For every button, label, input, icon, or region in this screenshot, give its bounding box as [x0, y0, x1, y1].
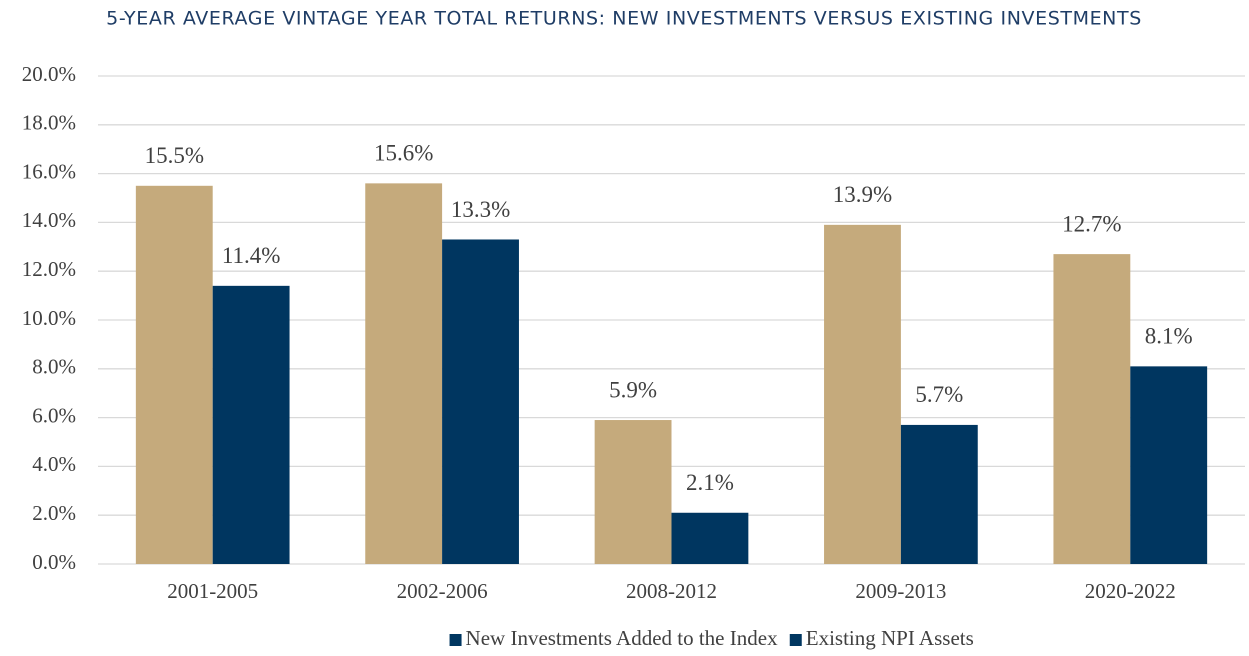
value-label: 15.6%	[374, 141, 433, 166]
value-label: 13.3%	[451, 197, 510, 222]
y-tick-label: 10.0%	[22, 306, 76, 330]
value-label: 5.7%	[915, 382, 963, 407]
bar	[442, 239, 519, 565]
y-tick-label: 2.0%	[32, 501, 76, 525]
bar	[135, 185, 213, 565]
y-tick-label: 4.0%	[32, 452, 76, 476]
y-tick-label: 0.0%	[32, 550, 76, 574]
x-tick-label: 2009-2013	[855, 579, 946, 603]
bar	[671, 512, 749, 564]
y-tick-label: 8.0%	[32, 355, 76, 379]
y-tick-label: 16.0%	[22, 159, 76, 183]
value-label: 11.4%	[222, 243, 281, 268]
bar	[594, 420, 672, 564]
value-label: 8.1%	[1145, 324, 1193, 349]
value-label: 2.1%	[686, 470, 734, 495]
x-tick-label: 2001-2005	[167, 579, 258, 603]
bar	[212, 285, 290, 564]
x-tick-label: 2002-2006	[397, 579, 488, 603]
legend-marker	[789, 634, 802, 646]
chart-title: 5-YEAR AVERAGE VINTAGE YEAR TOTAL RETURN…	[106, 8, 1142, 30]
bar	[1053, 254, 1131, 564]
value-label: 5.9%	[609, 377, 657, 402]
legend-label: New Investments Added to the Index	[466, 626, 779, 650]
bar	[1130, 366, 1208, 564]
y-tick-label: 6.0%	[32, 403, 76, 427]
y-tick-label: 14.0%	[22, 208, 76, 232]
bar	[824, 224, 901, 564]
y-tick-label: 20.0%	[22, 62, 76, 86]
bar	[900, 424, 978, 564]
legend-marker	[449, 634, 462, 646]
x-tick-label: 2008-2012	[626, 579, 717, 603]
y-tick-label: 12.0%	[22, 257, 76, 281]
bar	[365, 183, 443, 565]
x-tick-label: 2020-2022	[1085, 579, 1176, 603]
legend-label: Existing NPI Assets	[806, 626, 974, 650]
value-label: 12.7%	[1062, 211, 1121, 236]
value-label: 15.5%	[145, 143, 204, 168]
value-label: 13.9%	[833, 182, 892, 207]
y-tick-label: 18.0%	[22, 111, 76, 135]
